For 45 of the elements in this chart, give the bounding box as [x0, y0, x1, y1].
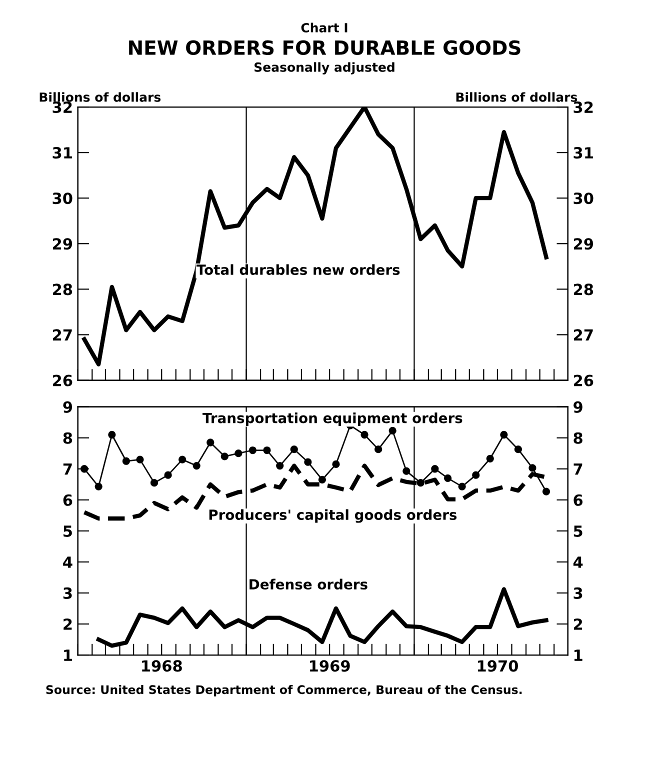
chart-subtitle: Seasonally adjusted: [254, 62, 394, 74]
y2-tick-label: 26: [574, 374, 594, 386]
y-tick-label: 32: [52, 101, 72, 114]
y2-tick-label: 27: [574, 329, 593, 341]
y2-tick-label: 31: [574, 147, 593, 159]
y-tick-label: 8: [63, 432, 72, 444]
series-label: Total durables new orders: [196, 264, 400, 275]
x-tick-label: 1968: [142, 660, 182, 672]
text: Chart I: [301, 22, 348, 32]
y2-tick-label: 2: [574, 618, 582, 630]
y2-tick-label: 4: [573, 556, 583, 568]
source-note: Source: United States Department of Commerce, Bureau of the Census.: [46, 684, 522, 696]
y-tick-label: 26: [52, 374, 72, 386]
y2-tick-label: 7: [574, 464, 582, 475]
y2-tick-label: 6: [574, 494, 583, 506]
y-axis-title: Billions of dollars: [40, 92, 161, 102]
y-tick-label: 28: [52, 284, 72, 296]
series-label: Transportation equipment orders: [202, 412, 462, 426]
y-tick-label: 9: [63, 401, 72, 413]
y2-tick-label: 1: [574, 650, 582, 661]
y2-tick-label: 5: [574, 526, 582, 537]
y-tick-label: 2: [64, 618, 72, 630]
y-tick-label: 3: [63, 587, 72, 599]
series-label: Producers' capital goods orders: [209, 509, 457, 523]
x-tick-label: 1969: [310, 660, 350, 672]
y-tick-label: 30: [52, 192, 72, 204]
y2-tick-label: 30: [574, 192, 594, 204]
y-tick-label: 27: [52, 329, 72, 341]
y-tick-label: 7: [63, 464, 72, 475]
text: Defense orders: [250, 578, 368, 590]
chart-title: NEW ORDERS FOR DURABLE GOODS: [129, 40, 520, 55]
y-tick-label: 31: [52, 147, 72, 159]
x-tick-label: 1970: [478, 660, 518, 672]
y-tick-label: 5: [64, 526, 72, 537]
y2-tick-label: 32: [574, 101, 593, 114]
y-tick-label: 6: [63, 494, 72, 506]
y2-tick-label: 28: [574, 284, 594, 296]
y-tick-label: 4: [63, 556, 72, 568]
y2-axis-title: Billions of dollars: [456, 92, 578, 102]
y-tick-label: 29: [52, 238, 72, 250]
y-tick-label: 1: [64, 650, 72, 661]
y2-tick-label: 29: [574, 238, 594, 250]
y2-tick-label: 8: [574, 432, 582, 444]
y2-tick-label: 9: [574, 401, 582, 413]
y2-tick-label: 3: [574, 587, 582, 599]
